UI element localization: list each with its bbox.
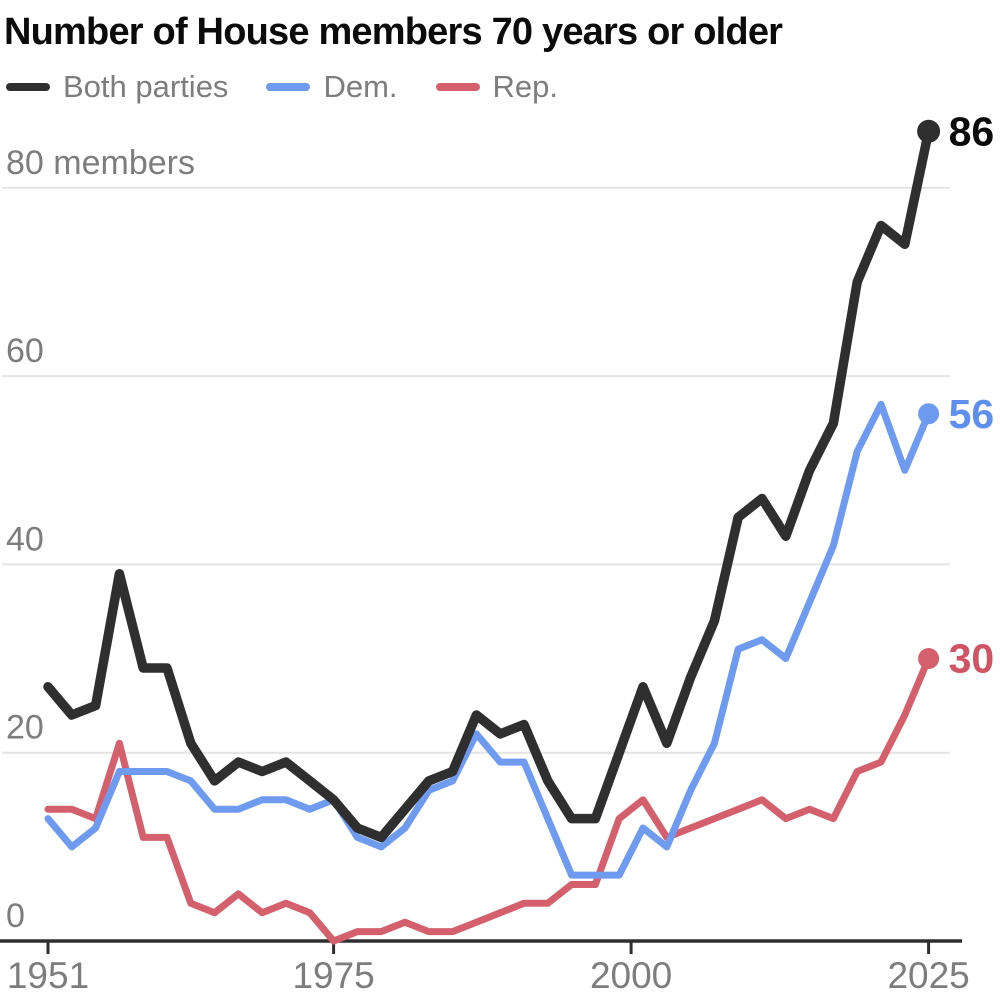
x-axis-label-1951: 1951: [7, 955, 89, 996]
y-axis-label-60: 60: [6, 332, 44, 370]
series-end-dot-both-parties: [917, 119, 941, 143]
series-end-dot-rep: [918, 648, 940, 670]
legend-label-dem: Dem.: [323, 69, 398, 104]
series-line-dem: [44, 400, 933, 879]
x-axis-label-2000: 2000: [590, 955, 672, 996]
series-line-both-parties: [43, 126, 934, 843]
series-end-dot-dem: [918, 403, 940, 425]
series-line-rep: [44, 655, 933, 945]
x-axis-label-1975: 1975: [292, 955, 374, 996]
chart-title: Number of House members 70 years or olde…: [4, 11, 783, 53]
legend-label-both-parties: Both parties: [63, 69, 229, 104]
legend-item-dem: Dem.: [266, 69, 398, 105]
series-end-label-both-parties: 86: [949, 108, 995, 154]
y-axis-label-80: 80 members: [6, 144, 195, 182]
series-end-label-rep: 30: [949, 636, 995, 682]
legend-item-rep: Rep.: [435, 69, 558, 105]
series-end-label-dem: 56: [949, 391, 995, 437]
legend-item-both-parties: Both parties: [6, 69, 228, 105]
legend-swatch-both-parties-icon: [6, 83, 50, 91]
legend-swatch-rep-icon: [435, 83, 480, 91]
y-axis-label-40: 40: [6, 520, 44, 558]
x-axis-label-2025: 2025: [887, 955, 969, 996]
legend-swatch-dem-icon: [266, 83, 311, 91]
legend-label-rep: Rep.: [492, 69, 558, 104]
y-axis-label-20: 20: [6, 709, 44, 747]
y-axis-label-0: 0: [6, 897, 25, 935]
legend: Both parties Dem. Rep.: [6, 67, 596, 107]
